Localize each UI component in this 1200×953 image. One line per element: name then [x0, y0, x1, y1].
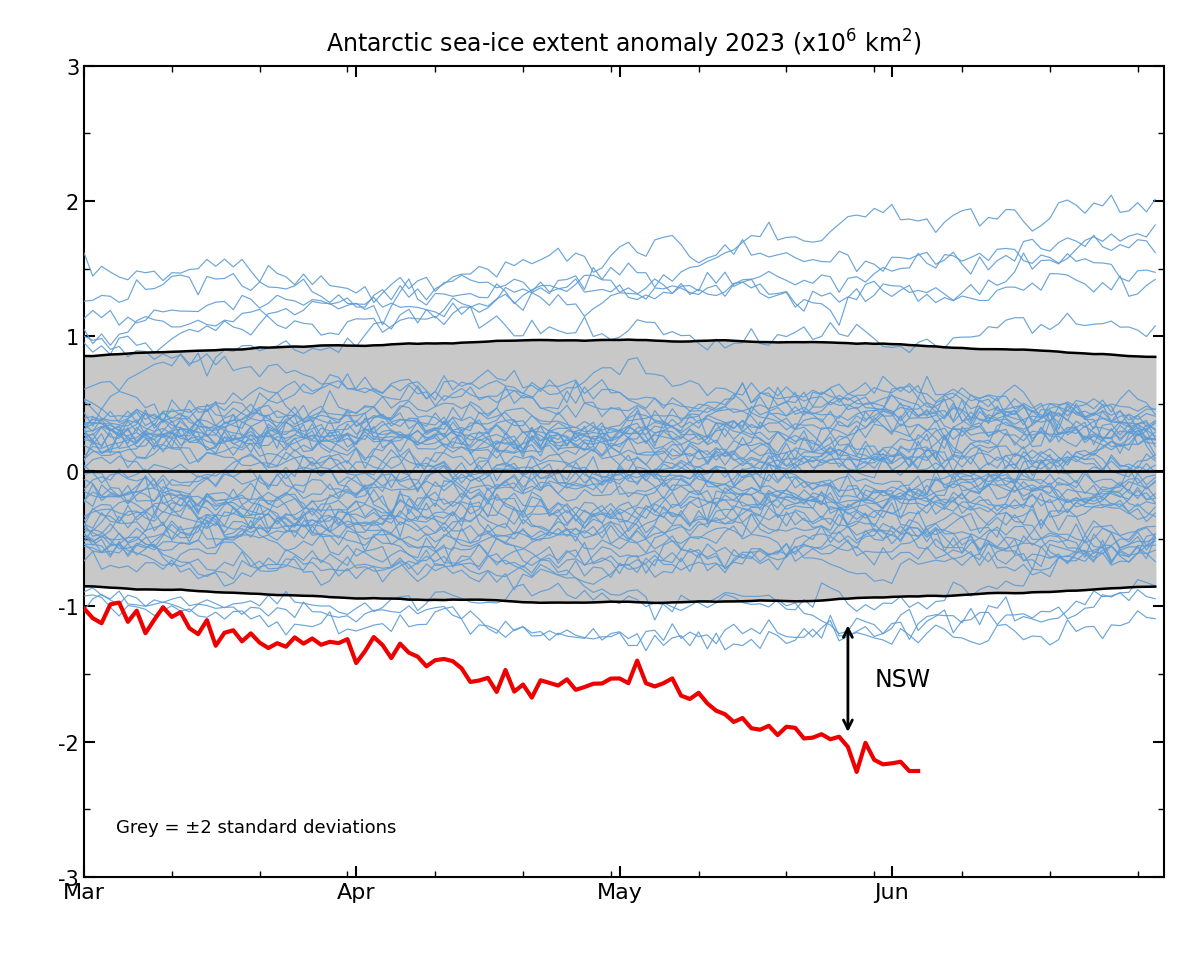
Title: Antarctic sea-ice extent anomaly 2023 (x10$^6$ km$^2$): Antarctic sea-ice extent anomaly 2023 (x…	[326, 28, 922, 60]
Text: Grey = ±2 standard deviations: Grey = ±2 standard deviations	[116, 819, 397, 837]
Text: NSW: NSW	[875, 667, 930, 691]
